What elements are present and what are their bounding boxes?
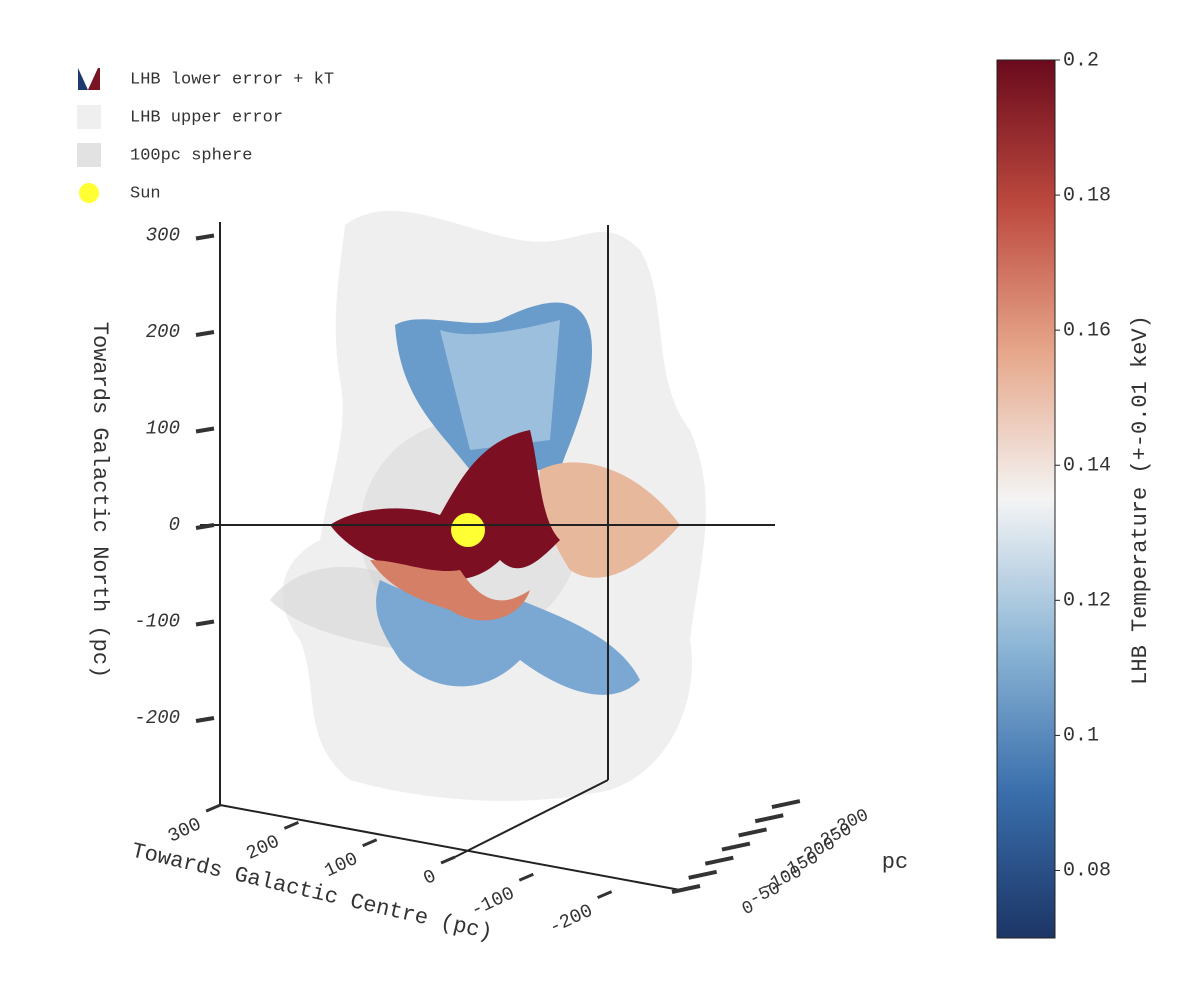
colorbar-tick-label: 0.1 — [1063, 725, 1099, 748]
lower-error-surface — [376, 580, 640, 695]
legend-label: LHB upper error — [130, 108, 283, 127]
y-tick — [671, 884, 701, 894]
sun — [451, 513, 485, 547]
lower-error-surface — [539, 462, 680, 578]
x-tick-label: 200 — [243, 830, 283, 864]
colorbar-tick-label: 0.16 — [1063, 319, 1111, 342]
z-tick-label: 200 — [146, 321, 180, 343]
lower-error-surface — [440, 320, 560, 450]
z-tick — [195, 330, 215, 337]
x-tick-label: -100 — [467, 882, 518, 921]
x-tick-label: 100 — [321, 848, 361, 882]
colorbar-tick-label: 0.12 — [1063, 590, 1111, 613]
z-tick-label: -100 — [134, 611, 180, 633]
legend-icon — [88, 68, 100, 90]
legend-label: 100pc sphere — [130, 146, 252, 165]
z-tick-label: 100 — [146, 418, 180, 440]
colorbar-tick-label: 0.08 — [1063, 860, 1111, 883]
z-tick-label: -200 — [134, 707, 180, 729]
z-tick — [195, 619, 215, 627]
x-axis — [219, 804, 681, 891]
legend-swatch — [77, 105, 101, 129]
z-axis-title: Towards Galactic North (pc) — [87, 322, 112, 678]
y-tick — [688, 869, 718, 880]
surface — [270, 210, 706, 801]
box-edge — [454, 779, 609, 858]
y-axis-title: pc — [882, 850, 908, 875]
y-tick — [704, 855, 734, 866]
legend-swatch — [77, 143, 101, 167]
z-tick — [195, 523, 215, 530]
x-tick — [518, 872, 534, 882]
x-tick-label: 0 — [420, 865, 440, 890]
x-tick — [440, 855, 456, 865]
y-tick — [754, 813, 784, 824]
legend-label: LHB lower error + kT — [130, 70, 334, 89]
x-axis-title: Towards Galactic Centre (pc) — [129, 839, 495, 947]
z-tick — [195, 426, 215, 434]
z-tick — [195, 233, 215, 241]
lower-error-surface — [330, 430, 560, 580]
x-tick-label: 300 — [164, 813, 204, 847]
y-tick — [738, 827, 768, 838]
x-tick — [205, 803, 221, 813]
z-tick-label: 0 — [169, 514, 180, 536]
lower-error-surface — [370, 560, 530, 621]
x-tick — [597, 890, 613, 899]
legend-swatch — [79, 183, 99, 203]
colorbar-title: LHB Temperature (+-0.01 keV) — [1128, 315, 1153, 685]
y-tick — [721, 841, 751, 852]
colorbar-tick-label: 0.18 — [1063, 184, 1111, 207]
z-tick — [195, 716, 215, 723]
y-tick — [771, 799, 801, 810]
upper-error-surface — [270, 566, 400, 650]
x-tick-label: -200 — [546, 900, 597, 939]
z-tick-label: 300 — [146, 225, 180, 247]
colorbar — [996, 59, 1056, 939]
colorbar-tick-label: 0.14 — [1063, 455, 1111, 478]
x-tick — [362, 838, 378, 848]
colorbar-tick-label: 0.2 — [1063, 49, 1099, 72]
x-tick — [283, 821, 299, 830]
legend-label: Sun — [130, 184, 161, 203]
